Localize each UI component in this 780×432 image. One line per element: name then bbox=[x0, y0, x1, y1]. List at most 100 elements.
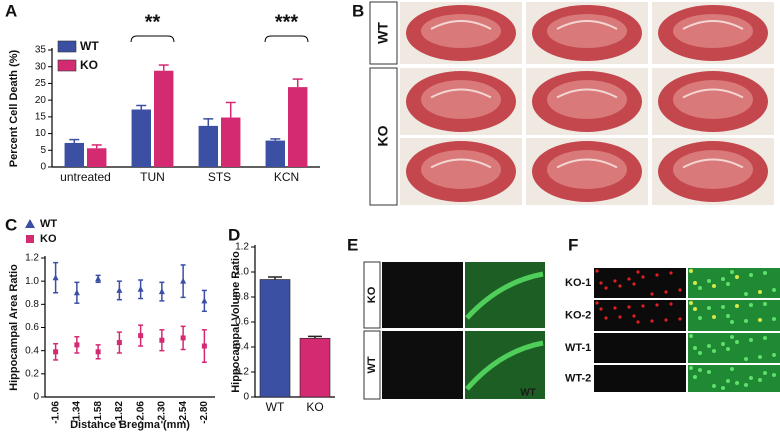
nucleus bbox=[693, 307, 697, 311]
brain-inner bbox=[673, 14, 753, 48]
x-tick-label: -2.30 bbox=[157, 401, 168, 424]
y-tick-label: 0 bbox=[40, 162, 46, 173]
significance-bracket bbox=[264, 35, 309, 43]
significance-bracket bbox=[130, 35, 175, 43]
panel-label: D bbox=[228, 225, 240, 244]
point bbox=[52, 274, 59, 281]
nucleus bbox=[772, 317, 776, 321]
tunel-spot bbox=[669, 271, 673, 275]
nucleus bbox=[744, 319, 748, 323]
panel-label: B bbox=[352, 1, 364, 20]
y-axis-label: Hippocampal Volume Ratio bbox=[230, 251, 242, 393]
tunel-spot bbox=[655, 273, 659, 277]
x-tick-label: -2.54 bbox=[178, 401, 189, 424]
bar bbox=[64, 142, 84, 167]
tunel-spot bbox=[604, 316, 608, 320]
bar bbox=[87, 148, 107, 167]
nucleus bbox=[689, 301, 693, 305]
hippocampus bbox=[430, 158, 492, 169]
x-tick-label: WT bbox=[266, 400, 285, 414]
row-label-box bbox=[369, 67, 398, 206]
tunel-spot bbox=[655, 303, 659, 307]
y-tick-label: 0.8 bbox=[25, 299, 39, 310]
hippocampus bbox=[682, 20, 744, 30]
x-tick-label: -1.34 bbox=[72, 401, 83, 424]
nucleus bbox=[735, 340, 739, 344]
x-tick-label: -2.06 bbox=[135, 401, 146, 424]
tunel-spot bbox=[641, 304, 645, 308]
nucleus bbox=[698, 351, 702, 355]
y-tick-label: 20 bbox=[35, 95, 47, 106]
tunel-spot bbox=[641, 275, 645, 279]
nucleus bbox=[726, 347, 730, 351]
nucleus bbox=[707, 279, 711, 283]
point bbox=[201, 343, 207, 349]
bar bbox=[131, 109, 151, 167]
nucleus bbox=[758, 355, 762, 359]
tunel-spot bbox=[599, 281, 603, 285]
y-tick-label: 0.2 bbox=[25, 368, 39, 379]
nucleus bbox=[772, 373, 776, 377]
y-tick-label: 0.2 bbox=[235, 367, 249, 378]
tunel-spot bbox=[599, 307, 603, 311]
nucleus bbox=[689, 366, 693, 370]
hippocampus-band bbox=[465, 340, 544, 391]
nucleus bbox=[726, 379, 730, 383]
point bbox=[138, 333, 144, 339]
nucleus bbox=[712, 384, 716, 388]
hippocampus bbox=[430, 20, 492, 30]
y-tick-label: 25 bbox=[35, 78, 47, 89]
row-label: WT-1 bbox=[565, 342, 591, 354]
nucleus bbox=[730, 335, 734, 339]
tunel-spot bbox=[664, 290, 668, 294]
hippocampus bbox=[556, 158, 618, 169]
y-axis-label: Percent Cell Death (%) bbox=[8, 49, 20, 167]
x-axis-label: Distance Bregma (mm) bbox=[70, 419, 190, 431]
tunel-spot bbox=[636, 320, 640, 324]
brain-inner bbox=[421, 14, 501, 48]
point bbox=[116, 340, 122, 346]
nucleus bbox=[693, 346, 697, 350]
tunel-spot bbox=[595, 301, 599, 305]
row-label: KO-1 bbox=[565, 277, 591, 289]
nucleus bbox=[693, 375, 697, 379]
point bbox=[137, 285, 144, 292]
nucleus bbox=[749, 273, 753, 277]
point bbox=[95, 275, 102, 282]
nucleus bbox=[721, 277, 725, 281]
tunel-spot bbox=[618, 315, 622, 319]
x-tick-label: STS bbox=[208, 170, 231, 184]
nucleus bbox=[726, 314, 730, 318]
legend-label: KO bbox=[80, 58, 98, 72]
nucleus bbox=[721, 305, 725, 309]
nucleus bbox=[772, 288, 776, 292]
tunel-spot bbox=[678, 317, 682, 321]
nucleus bbox=[735, 304, 739, 308]
y-tick-label: 15 bbox=[35, 111, 47, 122]
x-tick-label: KCN bbox=[274, 170, 299, 184]
nucleus bbox=[698, 316, 702, 320]
panel-label: A bbox=[5, 1, 17, 20]
nucleus bbox=[749, 303, 753, 307]
point bbox=[158, 288, 165, 295]
row-label: WT-2 bbox=[565, 372, 591, 384]
y-tick-label: 0 bbox=[33, 392, 39, 403]
tunel-spot bbox=[650, 292, 654, 296]
brain-inner bbox=[673, 150, 753, 189]
y-tick-label: 1.2 bbox=[25, 253, 39, 264]
x-tick-label: untreated bbox=[60, 170, 111, 184]
tunel-spot bbox=[678, 288, 682, 292]
bar bbox=[221, 117, 241, 167]
y-tick-label: 10 bbox=[35, 128, 47, 139]
bar bbox=[198, 125, 218, 167]
point bbox=[180, 335, 186, 341]
brain-inner bbox=[547, 14, 627, 48]
tunel-spot bbox=[613, 306, 617, 310]
legend-label: WT bbox=[80, 39, 99, 53]
nucleus bbox=[744, 383, 748, 387]
x-tick-label: -1.06 bbox=[50, 401, 61, 424]
tunel-spot bbox=[669, 302, 673, 306]
row-label-box bbox=[363, 330, 381, 400]
significance-label: ** bbox=[145, 11, 161, 33]
y-tick-label: 0.6 bbox=[25, 322, 39, 333]
